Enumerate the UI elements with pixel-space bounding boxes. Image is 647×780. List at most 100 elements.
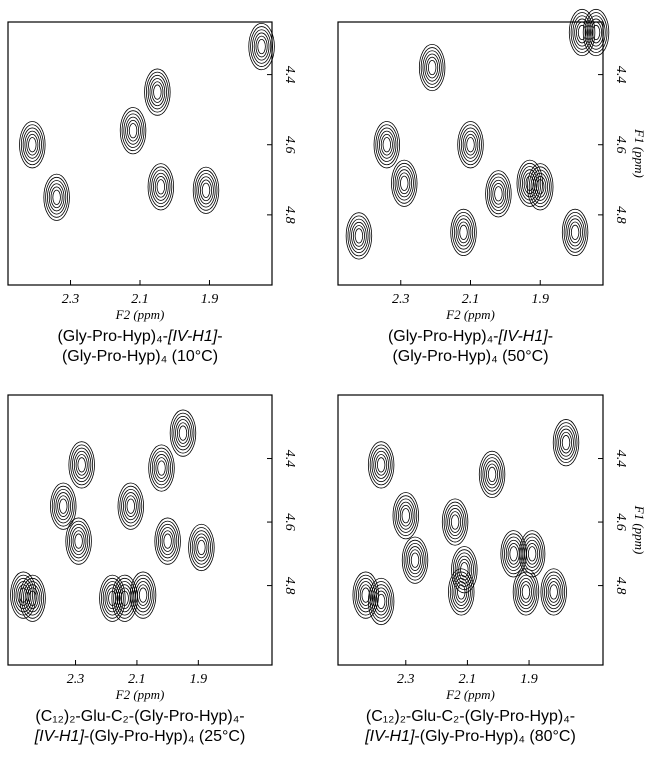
contour-ring bbox=[428, 60, 436, 74]
contour-ring bbox=[406, 543, 424, 577]
contour-ring bbox=[510, 547, 518, 561]
contour-ring bbox=[350, 219, 368, 253]
x-tick-label: 2.3 bbox=[397, 672, 415, 687]
caption-text: (Gly-Pro-Hyp)₄ (10°C) bbox=[62, 348, 218, 365]
y-tick-label: 4.8 bbox=[282, 577, 297, 595]
caption-text: [IV-H1] bbox=[364, 728, 415, 745]
contour-ring bbox=[69, 524, 87, 558]
contour-ring bbox=[78, 458, 86, 472]
contour-ring bbox=[194, 534, 209, 561]
contour-ring bbox=[504, 537, 522, 571]
contour-ring bbox=[383, 138, 391, 152]
contour-ring bbox=[425, 54, 440, 81]
contour-ring bbox=[124, 114, 142, 148]
contour-ring bbox=[489, 177, 507, 211]
x-tick-label: 1.9 bbox=[520, 672, 538, 687]
contour-ring bbox=[152, 451, 170, 485]
contour-ring bbox=[134, 578, 152, 612]
x-tick-label: 2.3 bbox=[67, 672, 85, 687]
y-tick-label: 4.4 bbox=[282, 450, 297, 468]
caption-line: (C₁₂)₂-Glu-C₂-(Gly-Pro-Hyp)₄- bbox=[35, 708, 244, 725]
contour-ring bbox=[74, 451, 89, 478]
contour-ring bbox=[454, 216, 472, 250]
contour-ring bbox=[136, 582, 151, 609]
y-tick-label: 4.6 bbox=[613, 513, 628, 531]
contour-ring bbox=[402, 509, 410, 523]
contour-ring bbox=[451, 515, 459, 529]
x-tick-label: 2.1 bbox=[459, 672, 477, 687]
panel: 2.32.11.94.44.64.8F2 (ppm)(C₁₂)₂-Glu-C₂-… bbox=[8, 395, 297, 745]
caption-line: (C₁₂)₂-Glu-C₂-(Gly-Pro-Hyp)₄- bbox=[366, 708, 575, 725]
caption-line: [IV-H1]-(Gly-Pro-Hyp)₄ (80°C) bbox=[364, 728, 576, 745]
caption-text: -(Gly-Pro-Hyp)₄ (80°C) bbox=[414, 728, 575, 745]
contour-ring bbox=[519, 578, 534, 605]
contour-ring bbox=[398, 502, 413, 529]
contour-ring bbox=[47, 181, 65, 215]
contour-ring bbox=[179, 426, 187, 440]
plot-frame bbox=[338, 22, 603, 285]
caption-text: (Gly-Pro-Hyp)₄- bbox=[388, 328, 499, 345]
contour-ring bbox=[550, 585, 558, 599]
contour-ring bbox=[400, 176, 408, 190]
contour-ring bbox=[176, 420, 191, 447]
caption-text: [IV-H1] bbox=[34, 728, 85, 745]
contour-ring bbox=[258, 39, 266, 53]
contour-ring bbox=[378, 128, 396, 162]
x-tick-label: 1.9 bbox=[201, 292, 219, 307]
contour-ring bbox=[53, 190, 61, 204]
caption-text: (Gly-Pro-Hyp)₄ (50°C) bbox=[392, 348, 548, 365]
contour-ring bbox=[197, 174, 215, 208]
caption-text: [IV-H1] bbox=[498, 328, 549, 345]
contour-ring bbox=[488, 467, 496, 481]
x-axis-label: F2 (ppm) bbox=[445, 687, 495, 702]
contour-ring bbox=[158, 461, 166, 475]
contour-ring bbox=[528, 547, 536, 561]
caption-line: (Gly-Pro-Hyp)₄-[IV-H1]- bbox=[57, 328, 222, 345]
caption-line: (Gly-Pro-Hyp)₄-[IV-H1]- bbox=[388, 328, 553, 345]
y-tick-label: 4.4 bbox=[282, 66, 297, 84]
contour-ring bbox=[75, 534, 83, 548]
y-axis-label: F1 (ppm) bbox=[632, 505, 647, 555]
contour-ring bbox=[566, 216, 584, 250]
contour-ring bbox=[544, 575, 562, 609]
panel: 2.32.11.94.44.64.8F2 (ppm)F1 (ppm)(Gly-P… bbox=[338, 9, 647, 365]
contour-ring bbox=[198, 540, 206, 554]
contour-ring bbox=[460, 225, 468, 239]
contour-ring bbox=[397, 499, 415, 533]
contour-ring bbox=[29, 138, 37, 152]
caption-line: (Gly-Pro-Hyp)₄ (10°C) bbox=[62, 348, 218, 365]
contour-ring bbox=[202, 183, 210, 197]
contour-ring bbox=[456, 219, 471, 246]
contour-ring bbox=[154, 85, 162, 99]
panel: 2.32.11.94.44.64.8F2 (ppm)(Gly-Pro-Hyp)₄… bbox=[8, 22, 297, 365]
plot-frame bbox=[8, 395, 272, 665]
y-axis-label: F1 (ppm) bbox=[632, 128, 647, 178]
contour-ring bbox=[485, 461, 500, 488]
contour-ring bbox=[517, 575, 535, 609]
contour-ring bbox=[397, 170, 412, 197]
contour-ring bbox=[254, 33, 269, 60]
contour-ring bbox=[150, 79, 165, 106]
contour-ring bbox=[152, 170, 170, 204]
caption-text: - bbox=[217, 328, 222, 345]
contour-ring bbox=[446, 505, 464, 539]
contour-ring bbox=[525, 540, 540, 567]
caption-text: (C₁₂)₂-Glu-C₂-(Gly-Pro-Hyp)₄- bbox=[35, 708, 244, 725]
contour-ring bbox=[372, 585, 390, 619]
contour-ring bbox=[59, 499, 67, 513]
x-tick-label: 2.1 bbox=[462, 292, 480, 307]
contour-ring bbox=[129, 124, 137, 138]
contour-ring bbox=[461, 128, 479, 162]
contour-ring bbox=[174, 416, 192, 450]
contour-ring bbox=[126, 117, 141, 144]
contour-ring bbox=[72, 448, 90, 482]
contour-ring bbox=[160, 528, 175, 555]
contour-ring bbox=[158, 524, 176, 558]
contour-ring bbox=[411, 553, 419, 567]
contour-ring bbox=[463, 131, 478, 158]
y-tick-label: 4.6 bbox=[282, 513, 297, 531]
contour-ring bbox=[522, 585, 530, 599]
caption-text: -(Gly-Pro-Hyp)₄ (25°C) bbox=[84, 728, 245, 745]
y-tick-label: 4.8 bbox=[282, 206, 297, 224]
